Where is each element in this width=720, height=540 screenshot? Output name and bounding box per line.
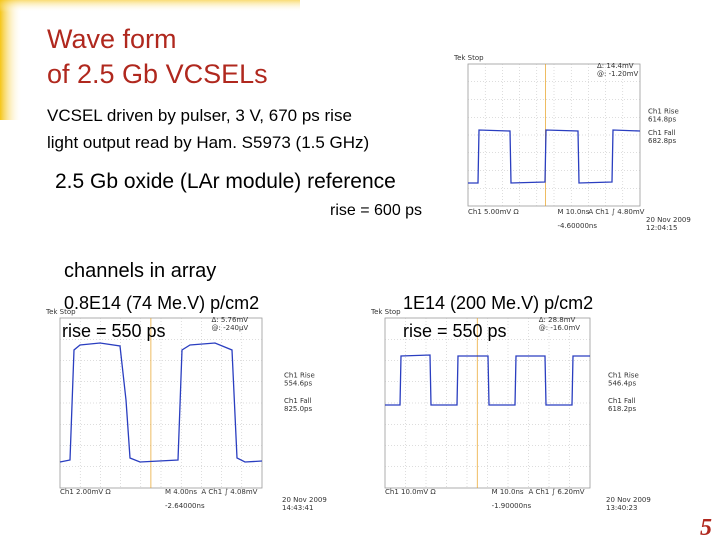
scope-rise-value: 614.8ps (648, 116, 676, 124)
scope-fall-value: 682.8ps (648, 137, 676, 145)
channels-heading: channels in array (64, 260, 216, 282)
scope-cursor-delta: Δ: 14.4mV (597, 62, 634, 70)
reference-rise: rise = 600 ps (330, 202, 422, 219)
page-number: 5 (700, 515, 712, 540)
scope-timebase: M 10.0ns (557, 208, 589, 216)
scope-fall-label: Ch1 Fall (648, 129, 676, 137)
scope-header: Tek Stop (370, 308, 401, 316)
scope-ch-scale: Ch1 2.00mV Ω (60, 488, 111, 496)
scope-fall-value: 618.2ps (608, 405, 636, 413)
title-line: of 2.5 Gb VCSELs (47, 59, 268, 89)
oscilloscope: Tek Stop Δ: 28.8mV@: -16.0mV Ch1 Rise546.4… (370, 308, 651, 512)
scope-rise-label: Ch1 Rise (608, 372, 639, 380)
scope-rise-label: Ch1 Rise (284, 372, 315, 380)
title-line: Wave form (47, 24, 177, 54)
scope-trigger: A Ch1 ∫ 4.08mV (201, 488, 257, 496)
scope-rise-value: 554.6ps (284, 380, 312, 388)
scope-date: 20 Nov 2009 (606, 496, 651, 504)
intro-line: VCSEL driven by pulser, 3 V, 670 ps rise (47, 106, 352, 125)
scope-cursor-at: @: -16.0mV (539, 324, 581, 332)
scope-fall-label: Ch1 Fall (284, 397, 312, 405)
scope-offset: -4.60000ns (557, 222, 597, 230)
channel-label: 0.8E14 (74 Me.V) p/cm2 (64, 293, 259, 313)
scope-time: 12:04:15 (646, 224, 677, 232)
scope-header: Tek Stop (45, 308, 76, 316)
waveform (468, 129, 641, 184)
scope-trigger: A Ch1 ∫ 6.20mV (529, 488, 585, 496)
reference-label: 2.5 Gb oxide (LAr module) reference (55, 170, 396, 193)
scope-date: 20 Nov 2009 (282, 496, 327, 504)
scope-header: Tek Stop (453, 54, 484, 62)
scope-trigger: A Ch1 ∫ 4.80mV (588, 208, 644, 216)
channel-rise: rise = 550 ps (62, 321, 166, 341)
accent-bar (0, 0, 22, 120)
channel-rise: rise = 550 ps (403, 321, 507, 341)
oscilloscope: Tek Stop Δ: 5.76mV@: -240μV Ch1 Rise554.6p… (45, 308, 327, 512)
scope-cursor-at: @: -240μV (212, 324, 249, 332)
scope-offset: -1.90000ns (492, 502, 532, 510)
scope-timebase: M 4.00ns (165, 488, 197, 496)
scope-timebase: M 10.0ns (492, 488, 524, 496)
accent-top (0, 0, 300, 12)
intro-line: light output read by Ham. S5973 (1.5 GHz… (47, 133, 369, 152)
scope-fall-label: Ch1 Fall (608, 397, 636, 405)
scope-rise-label: Ch1 Rise (648, 108, 679, 116)
oscilloscope: Tek Stop Δ: 14.4mV@: -1.20mV Ch1 Rise614.8… (453, 54, 691, 232)
scope-time: 13:40:23 (606, 504, 637, 512)
scope-cursor-at: @: -1.20mV (597, 70, 639, 78)
scope-fall-value: 825.0ps (284, 405, 312, 413)
scope-ch-scale: Ch1 5.00mV Ω (468, 208, 519, 216)
scope-rise-value: 546.4ps (608, 380, 636, 388)
waveform (59, 342, 263, 463)
waveform (385, 354, 590, 406)
scope-cursor-delta: Δ: 28.8mV (539, 316, 576, 324)
scope-cursor-delta: Δ: 5.76mV (212, 316, 249, 324)
scope-ch-scale: Ch1 10.0mV Ω (385, 488, 436, 496)
scope-offset: -2.64000ns (165, 502, 205, 510)
channel-label: 1E14 (200 Me.V) p/cm2 (403, 293, 593, 313)
scope-time: 14:43:41 (282, 504, 313, 512)
scope-date: 20 Nov 2009 (646, 216, 691, 224)
